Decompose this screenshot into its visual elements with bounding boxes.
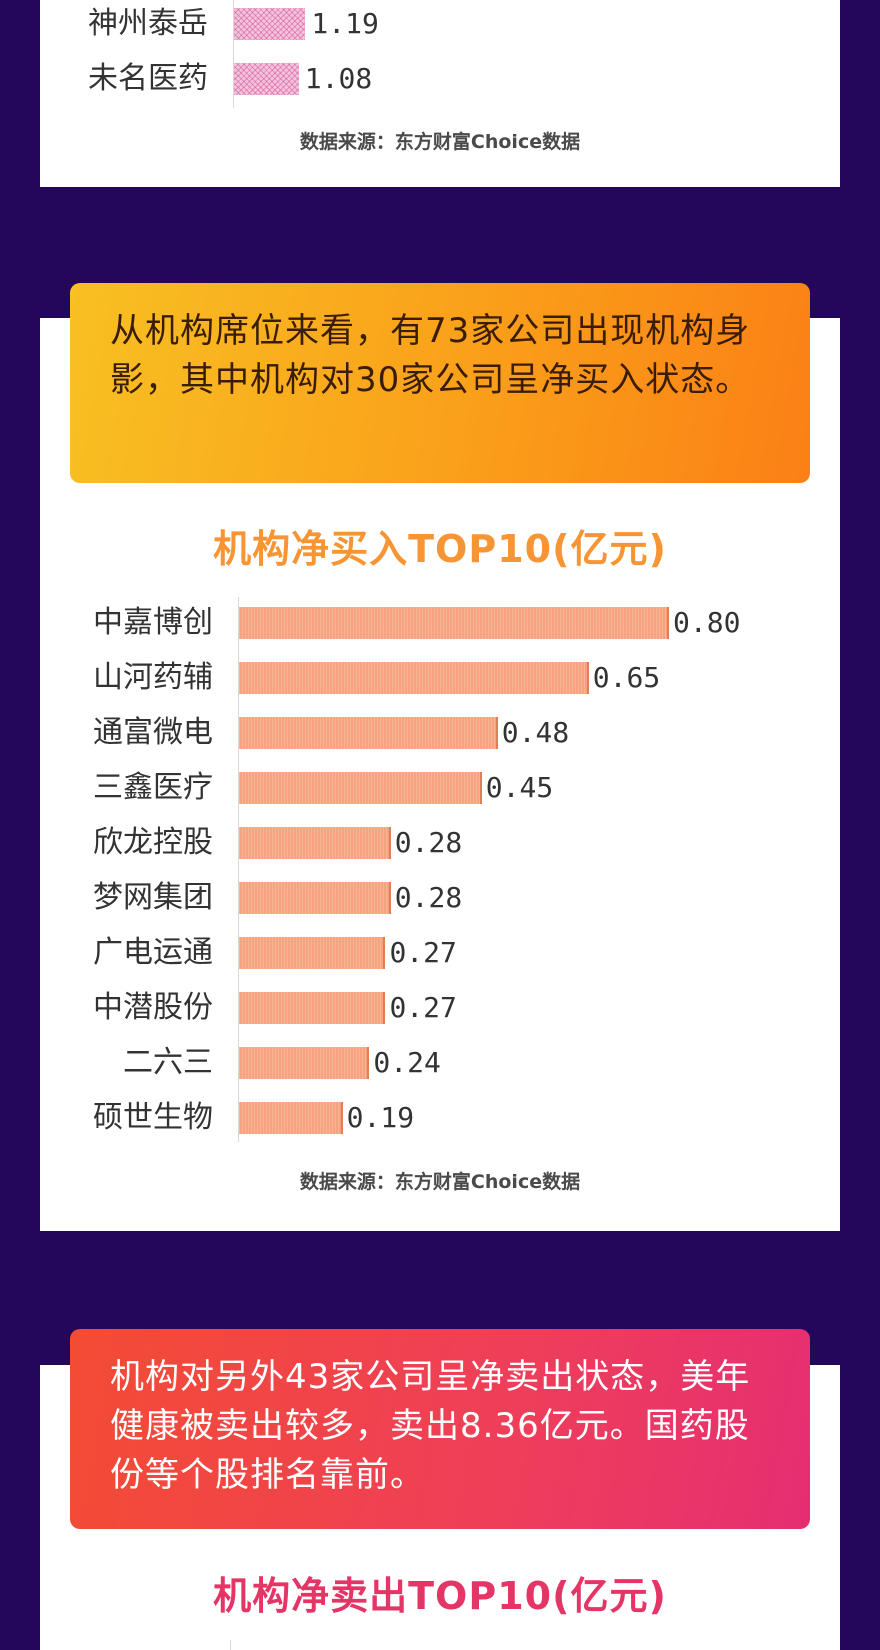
buy-chart-category-label: 中潜股份 <box>93 990 213 1025</box>
buy-chart-bar <box>239 827 391 859</box>
data-source-note: 数据来源：东方财富Choice数据 <box>299 131 581 153</box>
buy-chart-category-label: 广电运通 <box>93 935 213 970</box>
summary-banner-buy: 从机构席位来看，有73家公司出现机构身影，其中机构对30家公司呈净买入状态。 <box>70 283 810 483</box>
buy-chart-category-label: 中嘉博创 <box>93 605 213 640</box>
buy-chart-value-label: 0.27 <box>389 991 457 1024</box>
buy-chart-category-label: 山河药辅 <box>93 660 213 695</box>
chart-title-net-sell: 机构净卖出TOP10(亿元) <box>213 1574 667 1618</box>
top-chart-value-label: 1.08 <box>304 62 373 95</box>
top-chart-value-label: 1.19 <box>311 7 379 40</box>
buy-chart-value-label: 0.24 <box>373 1046 441 1079</box>
buy-chart-value-label: 0.19 <box>346 1101 415 1134</box>
buy-chart-value-label: 0.27 <box>389 936 457 969</box>
buy-chart-bar <box>239 1102 343 1134</box>
buy-chart-category-label: 梦网集团 <box>93 880 213 915</box>
buy-chart-category-label: 三鑫医疗 <box>93 770 213 805</box>
previous-chart-card <box>40 0 840 187</box>
buy-chart-value-label: 0.28 <box>394 826 463 859</box>
sell-chart-axis <box>230 1640 231 1650</box>
top-chart-category-label: 未名医药 <box>88 61 208 96</box>
buy-chart-bar <box>239 607 669 639</box>
buy-chart-value-label: 0.80 <box>673 606 741 639</box>
buy-chart-bar <box>239 937 386 969</box>
buy-chart-bar <box>239 992 386 1024</box>
buy-chart-bar <box>239 717 498 749</box>
top-chart-axis <box>233 0 234 108</box>
buy-chart-category-label: 硕世生物 <box>93 1100 213 1135</box>
buy-chart-bar <box>239 772 482 804</box>
summary-banner-sell: 机构对另外43家公司呈净卖出状态，美年健康被卖出较多，卖出8.36亿元。国药股份… <box>70 1329 810 1529</box>
top-chart-bar <box>234 63 299 95</box>
buy-chart-value-label: 0.28 <box>394 881 463 914</box>
top-chart-bar <box>234 8 306 40</box>
buy-chart-value-label: 0.48 <box>501 716 570 749</box>
buy-chart-bar <box>239 662 589 694</box>
buy-chart-value-label: 0.65 <box>592 661 661 694</box>
buy-chart-category-label: 二六三 <box>123 1045 213 1080</box>
buy-chart-value-label: 0.45 <box>485 771 554 804</box>
chart-title-net-buy: 机构净买入TOP10(亿元) <box>213 527 667 571</box>
buy-chart-bar <box>239 1047 370 1079</box>
top-chart-category-label: 神州泰岳 <box>88 6 208 41</box>
buy-chart-category-label: 欣龙控股 <box>93 825 213 860</box>
data-source-note: 数据来源：东方财富Choice数据 <box>299 1171 581 1193</box>
buy-chart-category-label: 通富微电 <box>93 715 213 750</box>
buy-chart-bar <box>239 882 391 914</box>
buy-chart-axis <box>238 597 239 1142</box>
